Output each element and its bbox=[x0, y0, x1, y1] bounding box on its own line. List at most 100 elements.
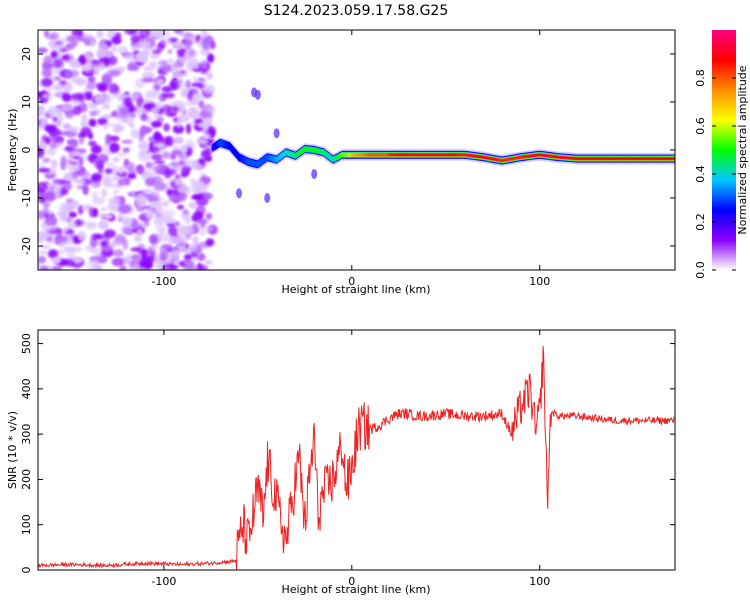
noise-blob bbox=[69, 61, 82, 68]
noise-blob bbox=[97, 43, 110, 50]
noise-blob bbox=[155, 215, 163, 225]
noise-blob bbox=[109, 142, 120, 153]
noise-blob bbox=[111, 165, 119, 177]
noise-blob bbox=[176, 204, 185, 210]
noise-blob bbox=[140, 258, 154, 269]
noise-blob bbox=[69, 202, 75, 209]
noise-blob bbox=[200, 30, 209, 39]
noise-blob bbox=[88, 207, 95, 218]
noise-blob bbox=[118, 203, 132, 214]
colorbar-tick-label: 0.0 bbox=[694, 261, 707, 279]
noise-blob bbox=[113, 249, 124, 258]
noise-blob bbox=[85, 265, 99, 270]
noise-blob bbox=[54, 44, 65, 52]
noise-blob bbox=[68, 126, 80, 132]
noise-blob bbox=[75, 219, 82, 227]
noise-blob bbox=[105, 162, 115, 167]
noise-blob bbox=[104, 168, 113, 174]
noise-blob bbox=[119, 264, 127, 270]
noise-blob bbox=[78, 30, 84, 37]
noise-blob bbox=[123, 158, 130, 165]
noise-blob bbox=[174, 41, 182, 48]
noise-blob bbox=[68, 211, 77, 218]
noise-blob bbox=[92, 191, 98, 200]
noise-blob bbox=[41, 67, 53, 78]
colorbar-label: Normalized spectral amplitude bbox=[736, 65, 749, 234]
noise-blob bbox=[160, 64, 172, 73]
noise-blob bbox=[123, 30, 137, 35]
noise-blob bbox=[200, 150, 210, 159]
noise-blob bbox=[68, 148, 75, 159]
noise-blob bbox=[148, 61, 158, 69]
noise-blob bbox=[190, 195, 201, 200]
noise-blob bbox=[153, 131, 162, 141]
noise-blob bbox=[205, 212, 213, 220]
spectrogram-y-axis-label: Frequency (Hz) bbox=[6, 109, 19, 192]
noise-blob bbox=[163, 123, 170, 132]
noise-blob bbox=[122, 239, 129, 251]
noise-blob bbox=[61, 182, 73, 189]
noise-blob bbox=[94, 94, 105, 105]
noise-blob bbox=[127, 64, 140, 72]
noise-blob bbox=[188, 201, 197, 209]
noise-blob bbox=[172, 259, 181, 266]
noise-blob bbox=[53, 68, 59, 76]
noise-blob bbox=[94, 234, 107, 240]
noise-blob bbox=[150, 153, 163, 161]
noise-blob bbox=[184, 39, 192, 50]
noise-blob bbox=[183, 101, 193, 107]
noise-blob bbox=[191, 235, 199, 242]
noise-blob bbox=[100, 206, 107, 212]
noise-blob bbox=[62, 123, 72, 130]
noise-blob bbox=[143, 219, 150, 228]
noise-blob bbox=[70, 160, 79, 166]
noise-blob bbox=[183, 225, 194, 235]
spectrogram-x-tick-label: -100 bbox=[151, 275, 176, 288]
noise-blob bbox=[206, 53, 215, 64]
noise-blob bbox=[67, 223, 80, 229]
noise-blob bbox=[104, 122, 117, 127]
noise-blob bbox=[204, 225, 214, 232]
noise-blob bbox=[152, 49, 162, 54]
noise-blob bbox=[151, 120, 163, 128]
noise-blob bbox=[182, 209, 189, 215]
noise-blob bbox=[48, 250, 58, 258]
noise-blob bbox=[170, 248, 181, 260]
noise-blob bbox=[45, 92, 54, 101]
noise-blob bbox=[55, 117, 65, 122]
noise-blob bbox=[163, 38, 173, 45]
noise-blob bbox=[122, 177, 131, 186]
noise-blob bbox=[45, 33, 57, 40]
noise-blob bbox=[154, 160, 165, 165]
noise-blob bbox=[103, 213, 114, 220]
noise-blob bbox=[78, 136, 85, 145]
noise-blob bbox=[136, 108, 143, 116]
noise-blob bbox=[138, 141, 150, 151]
noise-blob bbox=[88, 140, 97, 147]
noise-blob bbox=[190, 179, 197, 191]
noise-blob bbox=[156, 78, 165, 86]
noise-blob bbox=[64, 70, 73, 79]
noise-blob bbox=[85, 221, 97, 230]
noise-blob bbox=[201, 192, 213, 200]
noise-blob bbox=[193, 92, 204, 100]
noise-blob bbox=[61, 54, 70, 60]
noise-blob bbox=[174, 136, 184, 144]
noise-blob bbox=[132, 257, 140, 269]
noise-blob bbox=[72, 105, 82, 116]
noise-blob bbox=[70, 247, 83, 252]
noise-blob bbox=[91, 174, 98, 182]
noise-blob bbox=[81, 113, 88, 125]
noise-blob bbox=[130, 190, 136, 197]
noise-blob bbox=[130, 128, 140, 139]
noise-blob bbox=[185, 248, 192, 254]
snr-y-tick-label: 0 bbox=[20, 567, 33, 574]
noise-blob bbox=[169, 101, 179, 108]
noise-blob bbox=[85, 53, 93, 60]
noise-blob bbox=[52, 83, 60, 91]
noise-blob bbox=[50, 50, 58, 59]
noise-blob bbox=[181, 258, 195, 269]
noise-blob bbox=[44, 124, 57, 133]
noise-blob bbox=[164, 208, 176, 218]
